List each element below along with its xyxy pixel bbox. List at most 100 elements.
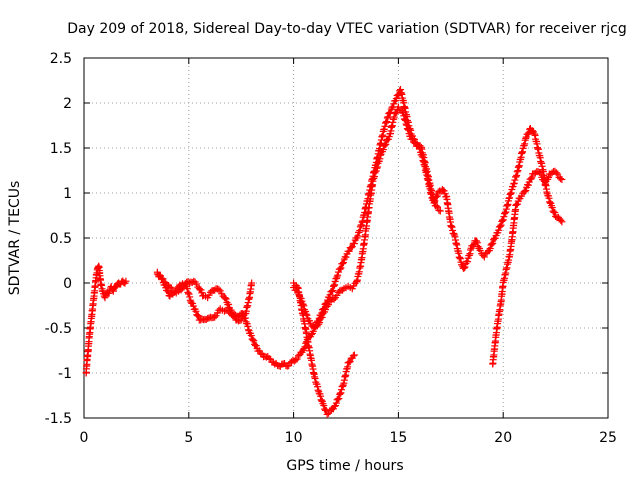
- data-point: [332, 399, 340, 407]
- data-point: [189, 302, 197, 310]
- data-point: [551, 209, 559, 217]
- data-point: [225, 300, 233, 308]
- data-point: [354, 232, 362, 240]
- data-point: [549, 207, 557, 215]
- y-tick-label: 1.5: [50, 141, 72, 157]
- data-point: [122, 277, 130, 285]
- data-point: [295, 289, 303, 297]
- data-point: [390, 113, 398, 121]
- data-point: [265, 355, 273, 363]
- data-point: [192, 280, 200, 288]
- x-axis-label: GPS time / hours: [286, 458, 403, 474]
- data-point: [167, 284, 175, 292]
- y-axis-label: SDTVAR / TECUs: [7, 181, 23, 296]
- data-point: [323, 410, 331, 418]
- data-point: [536, 168, 544, 176]
- data-point: [303, 311, 311, 319]
- data-point: [320, 402, 328, 410]
- grid-lines: [84, 58, 608, 418]
- data-point: [497, 221, 505, 229]
- data-point: [461, 263, 469, 271]
- data-point: [347, 244, 355, 252]
- data-point: [318, 313, 326, 321]
- data-point: [524, 181, 532, 189]
- data-point: [230, 311, 238, 319]
- data-point: [349, 352, 357, 360]
- data-point: [211, 313, 219, 321]
- data-point: [179, 284, 187, 292]
- data-point: [237, 316, 245, 324]
- data-point: [394, 103, 402, 111]
- data-point: [329, 286, 337, 294]
- data-point: [333, 291, 341, 299]
- data-point: [166, 283, 174, 291]
- data-point: [520, 188, 528, 196]
- data-point: [438, 186, 446, 194]
- data-point: [392, 95, 400, 103]
- data-point: [486, 245, 494, 253]
- data-point: [222, 295, 230, 303]
- data-point: [251, 340, 259, 348]
- x-tick-label: 20: [494, 430, 512, 446]
- y-tick-label: 2: [63, 96, 72, 112]
- data-point: [109, 287, 117, 295]
- y-tick-label: -1: [58, 366, 72, 382]
- data-point: [527, 175, 535, 183]
- data-point: [221, 294, 229, 302]
- data-point: [328, 287, 336, 295]
- data-point: [326, 291, 334, 299]
- x-tick-label: 5: [184, 430, 193, 446]
- data-point: [195, 285, 203, 293]
- data-point: [336, 265, 344, 273]
- y-tick-label: -0.5: [45, 321, 72, 337]
- data-point: [382, 140, 390, 148]
- data-point: [306, 317, 314, 325]
- data-point: [537, 170, 545, 178]
- data-point: [321, 306, 329, 314]
- data-point: [350, 240, 358, 248]
- data-point: [383, 137, 391, 145]
- data-point: [487, 241, 495, 249]
- data-point: [488, 240, 496, 248]
- data-point: [432, 202, 440, 210]
- data-point: [558, 176, 566, 183]
- data-point: [379, 146, 387, 154]
- data-point: [160, 278, 168, 286]
- x-tick-label: 25: [599, 430, 617, 446]
- data-point: [501, 210, 509, 218]
- data-point: [541, 181, 549, 189]
- data-point: [410, 138, 418, 146]
- data-point: [496, 222, 504, 230]
- axis-ticks: 0 5 10 15 20 25 -1.5 -1 -0.5 0 0.5 1 1.5 2 2.5: [45, 51, 617, 446]
- data-point: [249, 336, 257, 344]
- data-point: [334, 271, 342, 279]
- data-point: [302, 310, 310, 318]
- data-point: [499, 216, 507, 224]
- data-point: [435, 206, 443, 214]
- data-point: [512, 201, 520, 209]
- data-point: [430, 198, 438, 206]
- data-point: [337, 264, 345, 272]
- data-point: [215, 285, 223, 293]
- data-point: [316, 315, 324, 323]
- data-point: [316, 319, 324, 327]
- data-point: [548, 204, 556, 212]
- data-point: [292, 356, 300, 364]
- data-point: [105, 289, 113, 297]
- data-point: [257, 349, 265, 357]
- y-tick-label: -1.5: [45, 411, 72, 427]
- y-tick-label: 0: [63, 276, 72, 292]
- data-point: [346, 358, 354, 366]
- data-point: [552, 169, 560, 177]
- data-point: [159, 275, 167, 283]
- data-point: [194, 312, 202, 320]
- data-point: [247, 332, 255, 340]
- data-point: [187, 298, 195, 306]
- data-point: [495, 226, 503, 234]
- data-point: [473, 239, 481, 247]
- data-point: [335, 394, 343, 402]
- y-tick-label: 1: [63, 186, 72, 202]
- data-point: [436, 207, 444, 215]
- data-point: [460, 264, 468, 272]
- data-point: [385, 110, 393, 118]
